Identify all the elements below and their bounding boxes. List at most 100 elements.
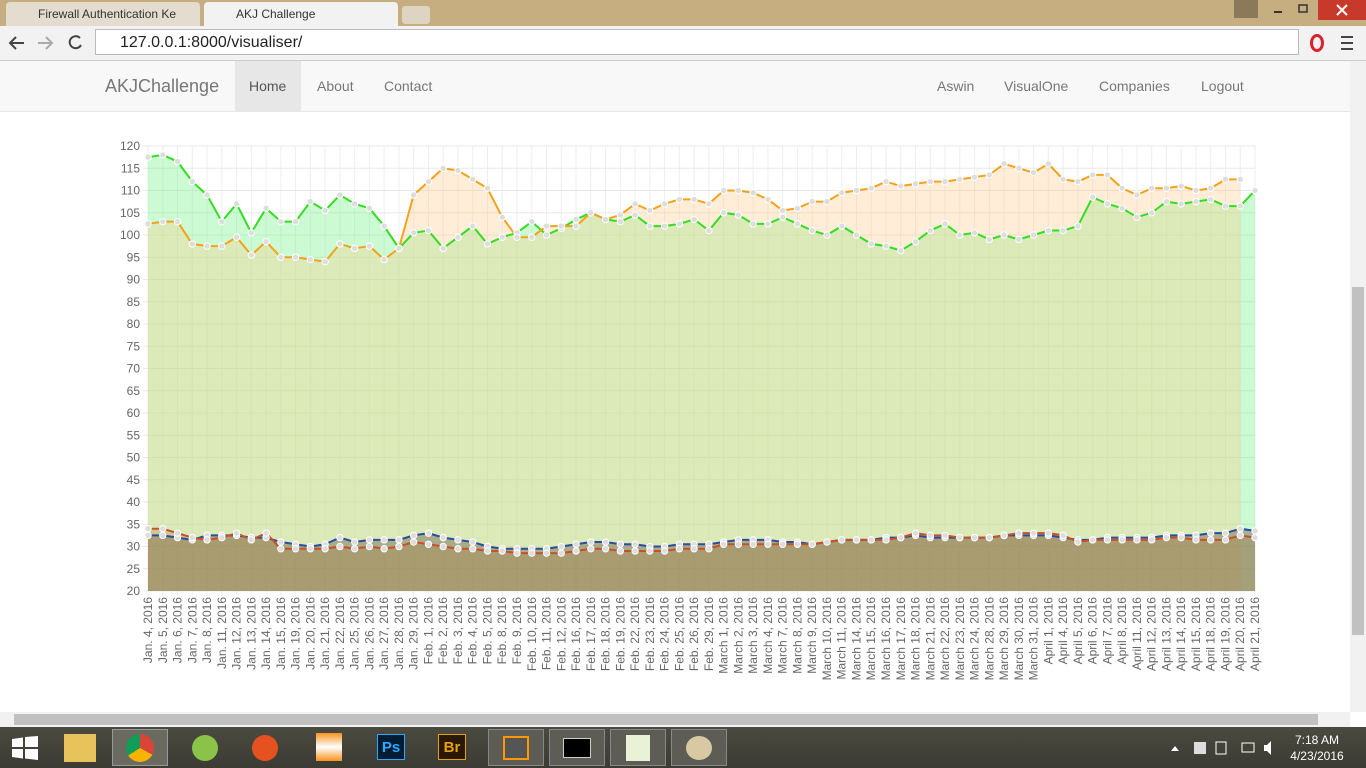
tab[interactable]: Firewall Authentication Ke [6,2,200,26]
point [188,177,196,186]
y-tick-label: 85 [127,295,141,309]
point [336,533,344,542]
tab-active[interactable]: AKJ Challenge [204,2,398,26]
point [1192,536,1200,544]
point [838,189,846,197]
point [911,180,920,188]
app-notepad[interactable] [610,729,666,766]
sublime-icon [503,736,529,760]
x-tick-label: April 20, 2016 [1233,597,1247,671]
app-photoshop[interactable]: Ps [377,734,405,760]
point [1000,231,1008,239]
point [218,533,226,542]
point [528,217,536,226]
point [897,182,905,190]
clock-date[interactable]: 4/23/2016 [1290,749,1344,763]
clock-time[interactable]: 7:18 AM [1294,733,1340,747]
app-vlc[interactable] [316,733,342,761]
point [631,200,639,208]
point [336,191,344,199]
point [1192,197,1200,206]
point [1088,536,1097,544]
nav-link[interactable]: Companies [1099,78,1170,94]
point [882,536,890,544]
point [705,200,713,208]
app-sublime[interactable] [488,729,544,766]
tray-icons[interactable] [1166,739,1276,757]
app-chrome[interactable] [112,729,168,766]
x-tick-label: April 7, 2016 [1100,597,1114,665]
start[interactable] [12,736,38,760]
point [734,540,743,548]
y-tick-label: 100 [120,228,140,242]
point [439,533,447,542]
app-explorer[interactable] [64,734,96,762]
app-firefox[interactable] [252,735,278,761]
maximize[interactable] [1298,4,1308,13]
point [1015,529,1023,537]
h-scrollbar[interactable] [0,712,1350,727]
point [1236,175,1244,184]
scroll-thumb[interactable] [14,714,1318,725]
point [823,538,831,546]
x-tick-label: March 9, 2016 [805,597,819,674]
point [778,206,787,215]
point [705,226,713,235]
x-tick-label: April 11, 2016 [1130,597,1144,670]
point [365,242,374,250]
nav-link[interactable]: Aswin [937,78,975,94]
reload[interactable] [68,35,82,50]
point [705,545,713,553]
app-bridge[interactable]: Br [438,734,466,760]
point [660,547,669,555]
point [1221,529,1230,537]
point [365,542,374,551]
point [232,529,241,537]
point [1118,184,1126,192]
point [321,206,329,215]
point [262,529,270,537]
taskbar: Ps Br 7:18 AM 4/23/2016 [0,727,1366,768]
nav-link[interactable]: Logout [1201,78,1244,94]
nav-buttons [8,35,82,50]
forward[interactable] [38,36,54,50]
point [838,536,846,544]
brand[interactable]: AKJChallenge [105,76,220,96]
nav-link[interactable]: Home [249,78,287,94]
x-tick-label: Jan. 25, 2016 [348,597,362,670]
point [764,220,772,228]
nav-link[interactable]: VisualOne [1004,78,1069,94]
point [498,547,506,555]
point [454,233,462,241]
app-android[interactable] [192,735,218,761]
v-scrollbar[interactable] [1350,61,1366,712]
app-cmd[interactable] [549,729,605,766]
point [1207,195,1215,204]
point [350,200,359,208]
point [513,549,521,557]
x-tick-label: March 15, 2016 [864,597,878,681]
new-tab[interactable] [402,6,430,24]
nav-link[interactable]: Contact [384,78,433,94]
x-tick-label: April 8, 2016 [1115,597,1129,665]
address-bar[interactable]: 127.0.0.1:8000/visualiser/ [95,29,1299,55]
x-tick-label: March 23, 2016 [953,597,967,681]
point [1207,184,1215,192]
point [1103,171,1112,179]
point [690,545,698,553]
x-tick-label: Feb. 29, 2016 [702,597,716,671]
point [424,226,433,235]
x-tick-label: Jan. 6, 2016 [171,597,185,663]
point [749,189,757,197]
profile[interactable] [1234,0,1258,18]
point [395,536,403,544]
back[interactable] [8,36,24,50]
menu[interactable] [1340,34,1354,52]
point [203,242,211,250]
scroll-thumb[interactable] [1352,287,1364,635]
opera-icon[interactable] [1310,34,1324,52]
nav-link[interactable]: About [317,78,354,94]
app-paint[interactable] [671,729,727,766]
point [159,151,167,159]
